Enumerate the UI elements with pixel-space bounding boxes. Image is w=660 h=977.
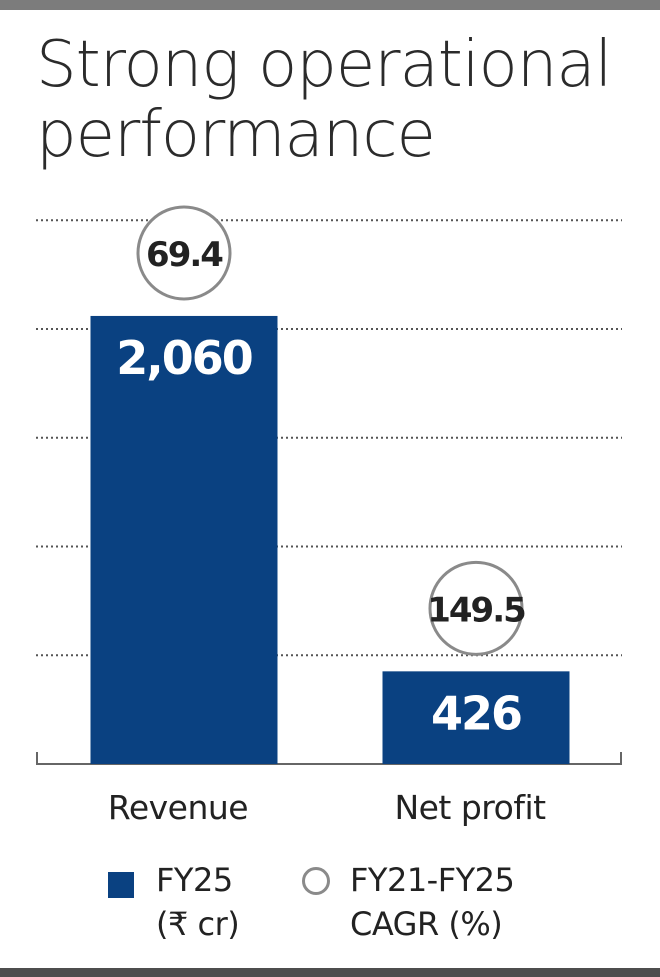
legend-label-fy25: FY25 (₹ cr) xyxy=(156,858,240,946)
bar-value-label-0: 2,060 xyxy=(116,331,252,385)
legend-item-fy25: FY25 (₹ cr) xyxy=(108,858,240,946)
bar-0 xyxy=(90,315,278,764)
bar-value-label-1: 426 xyxy=(431,686,521,740)
cagr-circle-1 xyxy=(428,560,524,656)
bar-chart: 2,060 69.4 Revenue 426 149.5 Net profit xyxy=(36,205,622,827)
legend-fy25-line2: (₹ cr) xyxy=(156,905,240,943)
category-label-0: Revenue xyxy=(108,788,248,827)
bottom-rule xyxy=(0,968,660,977)
bar-1 xyxy=(382,671,570,764)
legend-cagr-line1: FY21-FY25 xyxy=(350,861,515,899)
legend-item-cagr: FY21-FY25 CAGR (%) xyxy=(302,858,515,946)
cagr-circle-0 xyxy=(136,205,232,301)
chart-title-line-2: performance xyxy=(36,98,436,172)
legend-cagr-line2: CAGR (%) xyxy=(350,905,503,943)
cagr-value-label-1: 149.5 xyxy=(427,590,525,630)
legend-label-cagr: FY21-FY25 CAGR (%) xyxy=(350,858,515,946)
category-label-1: Net profit xyxy=(394,788,546,827)
chart-title-line-1: Strong operational xyxy=(36,28,612,102)
legend-circle-cagr xyxy=(302,867,330,895)
chart-title: Strong operational performance xyxy=(36,30,636,170)
top-rule xyxy=(0,0,660,10)
legend-fy25-line1: FY25 xyxy=(156,861,233,899)
legend-swatch-fy25 xyxy=(108,872,134,898)
cagr-value-label-0: 69.4 xyxy=(146,235,223,275)
